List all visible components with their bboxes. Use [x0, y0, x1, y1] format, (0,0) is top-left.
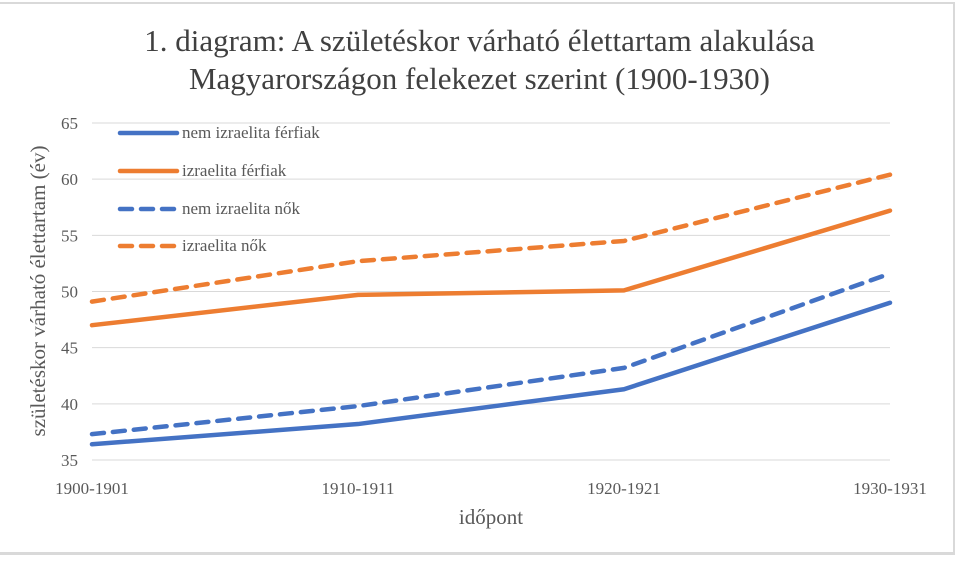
- x-tick-labels: 1900-1901 1910-1911 1920-1921 1930-1931: [55, 479, 927, 498]
- legend-label: izraelita férfiak: [182, 161, 287, 180]
- y-tick-label: 50: [61, 283, 78, 302]
- series-line-3: [89, 271, 893, 437]
- x-tick-label: 1910-1911: [321, 479, 394, 498]
- series-lines: [89, 172, 893, 447]
- legend-item: izraelita nők: [117, 236, 267, 255]
- y-tick-label: 35: [61, 451, 78, 470]
- y-axis-title: születéskor várható élettartam (év): [26, 146, 50, 437]
- legend-item: izraelita férfiak: [117, 161, 287, 180]
- x-tick-label: 1900-1901: [55, 479, 129, 498]
- y-tick-label: 45: [61, 339, 78, 358]
- series-line-1: [89, 300, 893, 447]
- x-axis-title: időpont: [459, 505, 523, 529]
- series-line-2: [89, 208, 893, 328]
- legend-label: nem izraelita nők: [182, 199, 301, 218]
- legend-item: nem izraelita férfiak: [117, 123, 320, 142]
- y-tick-label: 40: [61, 395, 78, 414]
- chart-title-line-2: Magyarországon felekezet szerint (1900-1…: [188, 61, 770, 96]
- legend-item: nem izraelita nők: [117, 199, 301, 218]
- legend: nem izraelita férfiak izraelita férfiak ne…: [117, 123, 320, 255]
- series-line-4: [89, 172, 893, 304]
- chart-frame: [0, 2, 955, 555]
- y-tick-label: 55: [61, 226, 78, 245]
- x-tick-label: 1920-1921: [587, 479, 661, 498]
- legend-label: izraelita nők: [182, 236, 267, 255]
- y-tick-label: 65: [61, 114, 78, 133]
- y-tick-labels: 35 40 45 50 55 60 65: [61, 114, 78, 470]
- legend-label: nem izraelita férfiak: [182, 123, 320, 142]
- y-tick-label: 60: [61, 170, 78, 189]
- x-tick-label: 1930-1931: [853, 479, 927, 498]
- chart-title-line-1: 1. diagram: A születéskor várható életta…: [144, 23, 815, 58]
